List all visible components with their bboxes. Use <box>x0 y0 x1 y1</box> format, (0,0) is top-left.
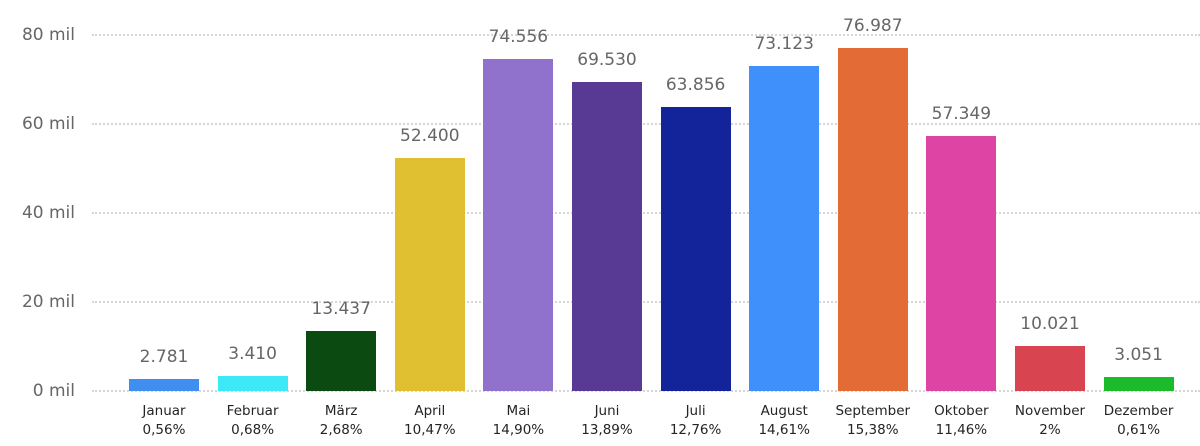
month-name: Dezember <box>1103 403 1174 419</box>
bar-april[interactable] <box>394 157 465 391</box>
x-category-label: November 2% <box>1000 402 1100 440</box>
bar-januar[interactable] <box>129 378 199 391</box>
gridline <box>92 390 1200 392</box>
value-label: 3.410 <box>228 343 277 364</box>
month-percent: 0,68% <box>231 422 275 438</box>
value-label: 2.781 <box>139 346 189 367</box>
month-percent: 13,89% <box>581 422 633 438</box>
month-percent: 10,47% <box>404 422 456 438</box>
x-category-label: Februar 0,68% <box>203 402 303 440</box>
value-label: 13.437 <box>311 299 371 320</box>
gridline <box>92 301 1200 303</box>
month-name: November <box>1014 403 1086 419</box>
month-percent: 0,56% <box>142 422 186 438</box>
y-tick-label: 40 mil <box>21 203 75 223</box>
bar-oktober[interactable] <box>926 135 997 391</box>
y-tick-label: 20 mil <box>21 292 75 312</box>
value-label: 73.123 <box>754 33 814 54</box>
month-name: Februar <box>226 403 279 419</box>
month-percent: 0,61% <box>1117 422 1161 438</box>
gridline <box>92 34 1200 36</box>
month-name: September <box>835 403 911 419</box>
y-tick-label: 80 mil <box>21 25 75 45</box>
month-percent: 11,46% <box>935 422 988 438</box>
month-name: Oktober <box>934 403 989 419</box>
gridline <box>92 123 1200 125</box>
x-category-label: Juni 13,89% <box>557 402 657 440</box>
x-category-label: August 14,61% <box>734 402 834 440</box>
month-name: Januar <box>142 403 186 419</box>
month-percent: 2,68% <box>319 422 363 438</box>
value-label: 3.051 <box>1114 345 1163 366</box>
month-name: August <box>760 403 808 419</box>
x-category-label: September 15,38% <box>823 402 923 440</box>
month-percent: 15,38% <box>847 422 899 438</box>
x-category-label: Januar 0,56% <box>114 402 214 440</box>
x-category-label: April 10,47% <box>380 402 480 440</box>
bar-mai[interactable] <box>483 59 554 391</box>
month-name: März <box>324 403 358 419</box>
month-name: Juli <box>685 403 706 419</box>
month-name: April <box>414 403 446 419</box>
bar-märz[interactable] <box>306 331 377 391</box>
value-label: 52.400 <box>400 125 460 146</box>
bar-juli[interactable] <box>660 106 731 391</box>
bar-august[interactable] <box>749 65 820 391</box>
x-category-label: Oktober 11,46% <box>911 402 1011 440</box>
bar-november[interactable] <box>1015 346 1085 391</box>
value-label: 76.987 <box>843 16 903 37</box>
month-percent: 14,61% <box>758 422 810 438</box>
month-name: Juni <box>594 403 620 419</box>
month-percent: 12,76% <box>669 422 722 438</box>
x-category-label: März 2,68% <box>291 402 391 440</box>
x-category-label: Juli 12,76% <box>646 402 746 440</box>
bar-juni[interactable] <box>572 81 642 391</box>
x-category-label: Dezember 0,61% <box>1089 402 1189 440</box>
y-tick-label: 60 mil <box>21 114 75 134</box>
bar-dezember[interactable] <box>1103 377 1174 391</box>
value-label: 63.856 <box>665 74 726 95</box>
month-percent: 14,90% <box>492 422 545 438</box>
bar-februar[interactable] <box>217 375 288 391</box>
value-label: 57.349 <box>931 103 992 124</box>
value-label: 69.530 <box>577 49 637 70</box>
month-name: Mai <box>506 403 531 419</box>
value-label: 74.556 <box>488 27 549 48</box>
value-label: 10.021 <box>1020 314 1080 335</box>
month-percent: 2% <box>1039 422 1061 438</box>
x-category-label: Mai 14,90% <box>468 402 568 440</box>
bar-september[interactable] <box>837 48 908 391</box>
y-tick-label: 0 mil <box>32 381 75 401</box>
gridline <box>92 212 1200 214</box>
